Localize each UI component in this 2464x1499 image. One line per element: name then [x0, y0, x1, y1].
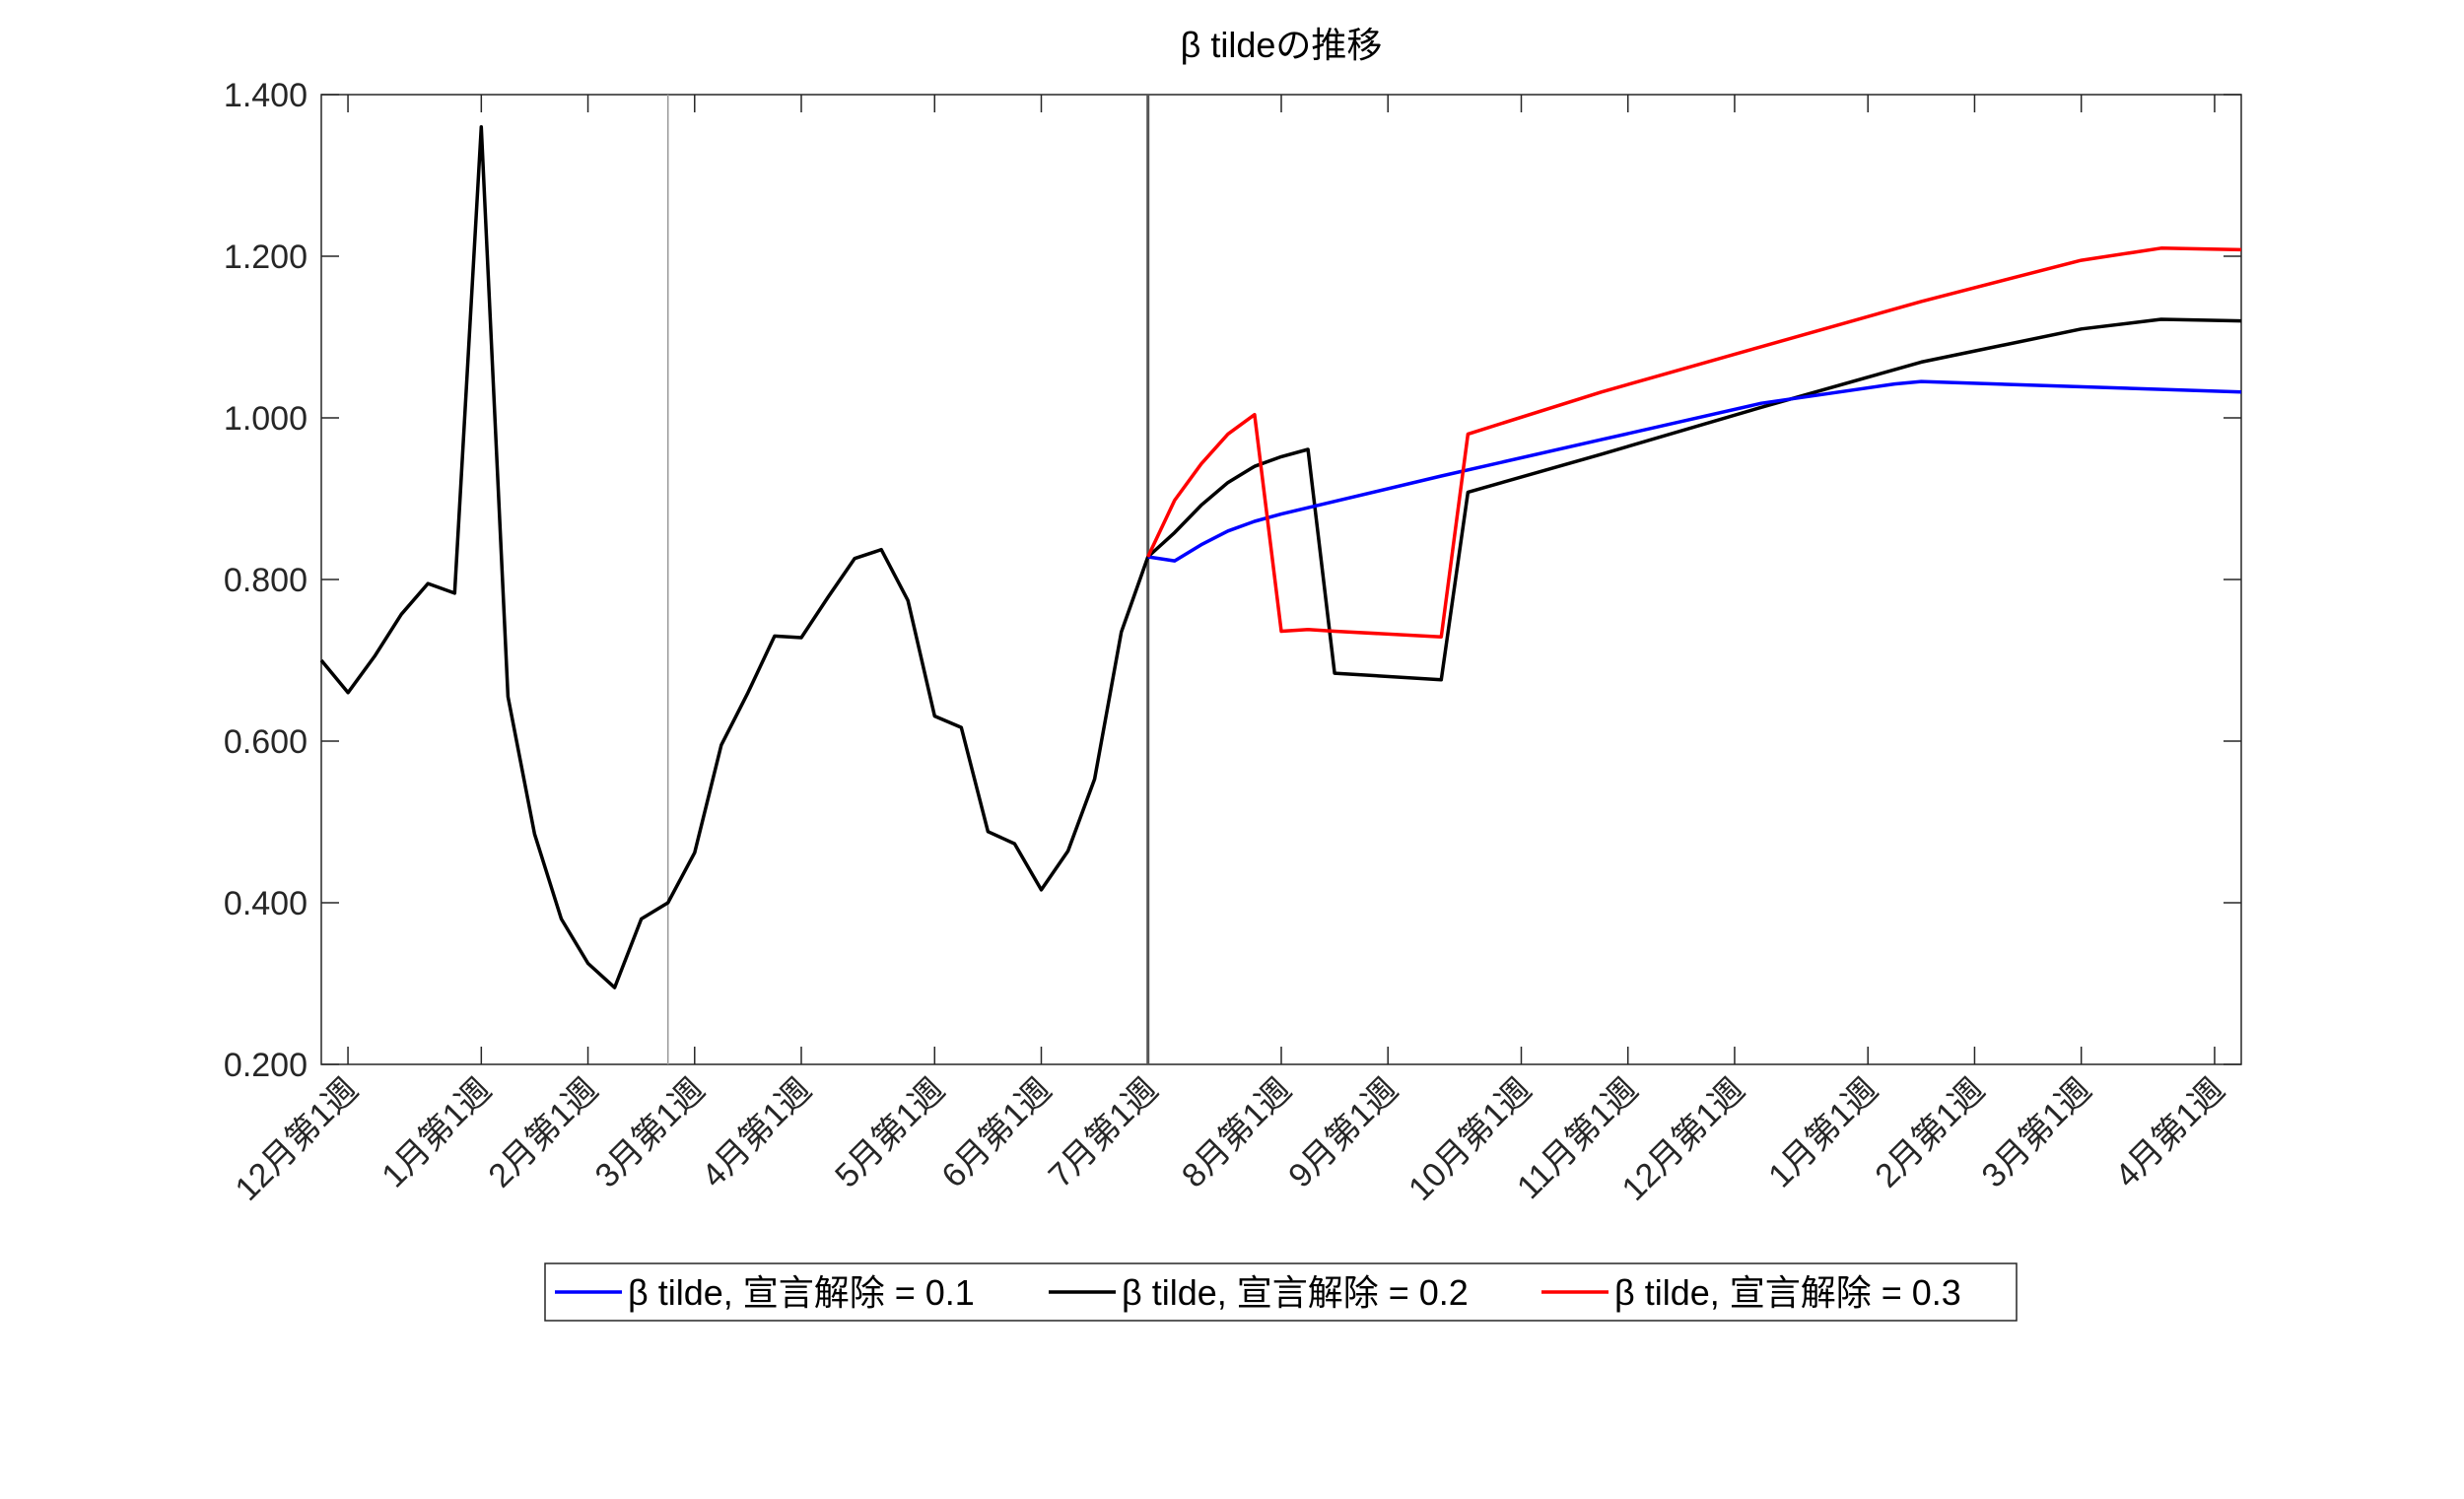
- y-tick-label: 1.200: [224, 238, 308, 276]
- y-tick-label: 0.800: [224, 562, 308, 599]
- x-tick-label: 4月第1週: [2108, 1071, 2232, 1195]
- x-tick-label: 2月第1週: [1868, 1071, 1992, 1195]
- legend-box: [544, 1262, 2018, 1322]
- series-line-3: [1146, 246, 2242, 639]
- plot-area: [320, 94, 2242, 1065]
- x-tick-label: 1月第1週: [1761, 1071, 1885, 1195]
- y-axis: 0.200 0.400 0.600 0.800 1.000 1.200 1.400: [224, 77, 2241, 1084]
- legend: β tilde, 宣言解除 = 0.1 β tilde, 宣言解除 = 0.2 β …: [544, 1262, 2018, 1322]
- legend-label: β tilde, 宣言解除 = 0.2: [1122, 1272, 1469, 1313]
- series-line-2: [319, 125, 2242, 989]
- x-tick-label: 3月第1週: [1975, 1071, 2099, 1195]
- x-tick-label: 7月第1週: [1042, 1071, 1166, 1195]
- x-tick-label: 3月第1週: [588, 1071, 713, 1195]
- x-tick-label: 2月第1週: [481, 1071, 605, 1195]
- y-tick-label: 0.600: [224, 723, 308, 761]
- x-tick-label: 6月第1週: [934, 1071, 1059, 1195]
- y-tick-label: 1.400: [224, 77, 308, 114]
- x-tick-label: 12月第1週: [229, 1071, 366, 1208]
- x-tick-label: 8月第1週: [1175, 1071, 1299, 1195]
- legend-label: β tilde, 宣言解除 = 0.1: [628, 1272, 975, 1313]
- x-tick-label: 1月第1週: [375, 1071, 499, 1195]
- x-tick-label: 5月第1週: [828, 1071, 952, 1195]
- series-lines: [319, 125, 2242, 989]
- series-line-1: [1147, 379, 2242, 563]
- reference-lines: [666, 95, 1150, 1064]
- chart-title: β tildeの推移: [1181, 25, 1383, 65]
- y-tick-label: 1.000: [224, 400, 308, 438]
- y-tick-label: 0.400: [224, 885, 308, 922]
- y-tick-label: 0.200: [224, 1047, 308, 1084]
- x-tick-label: 9月第1週: [1281, 1071, 1405, 1195]
- x-tick-label: 4月第1週: [695, 1071, 819, 1195]
- legend-label: β tilde, 宣言解除 = 0.3: [1614, 1272, 1961, 1313]
